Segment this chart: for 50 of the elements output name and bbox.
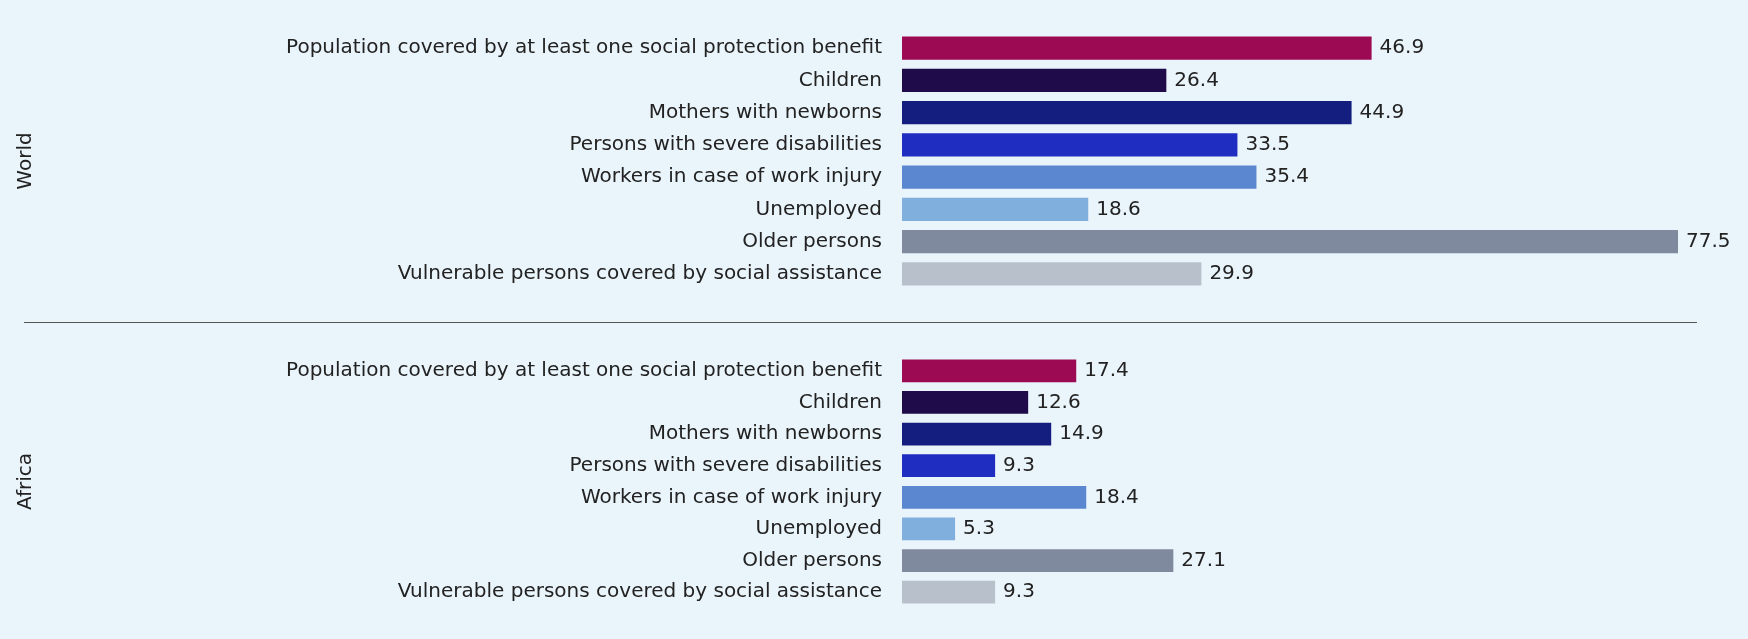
- bar: [902, 454, 996, 478]
- y-axis-title: Africa: [12, 452, 37, 511]
- y-tick-label: Older persons: [742, 227, 882, 252]
- bar: [902, 133, 1238, 157]
- data-label: 35.4: [1264, 163, 1309, 188]
- y-axis-title: World: [12, 132, 37, 190]
- bar: [902, 262, 1202, 286]
- y-tick-label: Workers in case of work injury: [580, 483, 883, 508]
- y-tick-label: Persons with severe disabilities: [569, 131, 882, 156]
- data-label: 29.9: [1209, 260, 1254, 285]
- bar: [902, 422, 1052, 446]
- bar: [902, 485, 1087, 509]
- bar: [902, 197, 1089, 221]
- data-label: 9.3: [1003, 578, 1035, 603]
- bar: [902, 391, 1029, 414]
- bar: [902, 580, 996, 604]
- y-tick-label: Workers in case of work injury: [580, 163, 883, 188]
- data-label: 77.5: [1686, 227, 1731, 252]
- data-label: 18.4: [1094, 483, 1139, 508]
- bar: [902, 165, 1257, 189]
- bar: [902, 549, 1174, 572]
- data-label: 33.5: [1245, 131, 1290, 156]
- y-tick-label: Older persons: [742, 546, 882, 571]
- data-label: 5.3: [963, 515, 995, 540]
- bar: [902, 517, 956, 541]
- y-tick-label: Children: [798, 66, 882, 91]
- bar: [902, 101, 1352, 125]
- data-label: 14.9: [1059, 420, 1104, 445]
- bar: [902, 359, 1077, 383]
- y-tick-label: Population covered by at least one social protection benefit: [286, 357, 883, 382]
- bar: [902, 230, 1678, 254]
- y-tick-label: Mothers with newborns: [648, 420, 882, 445]
- data-label: 12.6: [1036, 388, 1081, 413]
- data-label: 26.4: [1174, 66, 1219, 91]
- data-label: 27.1: [1181, 546, 1226, 571]
- y-tick-label: Population covered by at least one social protection benefit: [286, 34, 883, 59]
- y-tick-label: Unemployed: [755, 195, 882, 220]
- y-tick-label: Unemployed: [755, 515, 882, 540]
- y-tick-label: Vulnerable persons covered by social assistance: [397, 578, 882, 603]
- y-tick-label: Vulnerable persons covered by social assistance: [397, 260, 882, 285]
- data-label: 46.9: [1379, 34, 1425, 59]
- data-label: 18.6: [1096, 195, 1141, 220]
- bar: [902, 36, 1372, 60]
- data-label: 9.3: [1003, 451, 1035, 476]
- y-tick-label: Children: [798, 388, 882, 413]
- y-tick-label: Mothers with newborns: [648, 98, 882, 123]
- bar: [902, 68, 1167, 92]
- data-label: 44.9: [1359, 98, 1405, 123]
- y-tick-label: Persons with severe disabilities: [569, 451, 882, 476]
- data-label: 17.4: [1084, 357, 1129, 382]
